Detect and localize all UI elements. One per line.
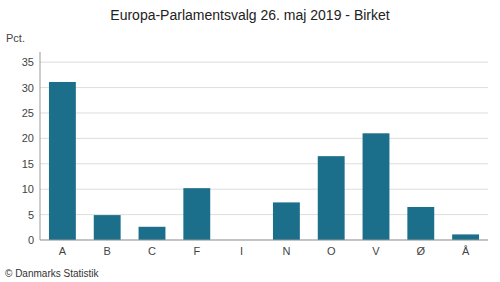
grid-line — [40, 189, 488, 190]
x-axis-line — [40, 240, 488, 241]
grid-line — [40, 138, 488, 139]
title: Europa-Parlamentsvalg 26. maj 2019 - Bir… — [110, 7, 389, 23]
x-tick-label: I — [240, 245, 243, 257]
grid-line — [40, 240, 488, 241]
grid — [40, 62, 488, 240]
x-tick-label: F — [193, 245, 200, 257]
x-tick-label: V — [372, 245, 380, 257]
y-tick-label: 20 — [22, 132, 34, 144]
x-tick-label: N — [282, 245, 290, 257]
x-tick-label: C — [148, 245, 156, 257]
y-tick-label: 35 — [22, 56, 34, 68]
x-tick-label: Ø — [417, 245, 426, 257]
y-tick-label: 25 — [22, 107, 34, 119]
bar — [49, 82, 76, 240]
x-tick-label: A — [59, 245, 67, 257]
y-axis-line — [40, 52, 41, 240]
bar — [407, 207, 434, 240]
chart: Europa-Parlamentsvalg 26. maj 2019 - Bir… — [0, 0, 500, 282]
bar — [94, 215, 121, 240]
x-tick-label: O — [327, 245, 336, 257]
y-tick-label: 30 — [22, 82, 34, 94]
bar — [363, 133, 390, 240]
grid-line — [40, 163, 488, 164]
footer: © Danmarks Statistik — [5, 268, 100, 279]
bar — [139, 227, 166, 240]
bar — [273, 202, 300, 240]
x-tick-label: Å — [462, 245, 470, 257]
bar — [452, 234, 479, 240]
bars — [49, 82, 479, 240]
y-tick-label: 5 — [28, 209, 34, 221]
y-tick-label: 0 — [28, 234, 34, 246]
y-label: Pct. — [6, 32, 25, 44]
grid-line — [40, 112, 488, 113]
bar — [318, 156, 345, 240]
y-tick-label: 10 — [22, 183, 34, 195]
x-tick-label: B — [104, 245, 111, 257]
grid-line — [40, 87, 488, 88]
y-tick-label: 15 — [22, 158, 34, 170]
bar — [183, 188, 210, 240]
grid-line — [40, 62, 488, 63]
